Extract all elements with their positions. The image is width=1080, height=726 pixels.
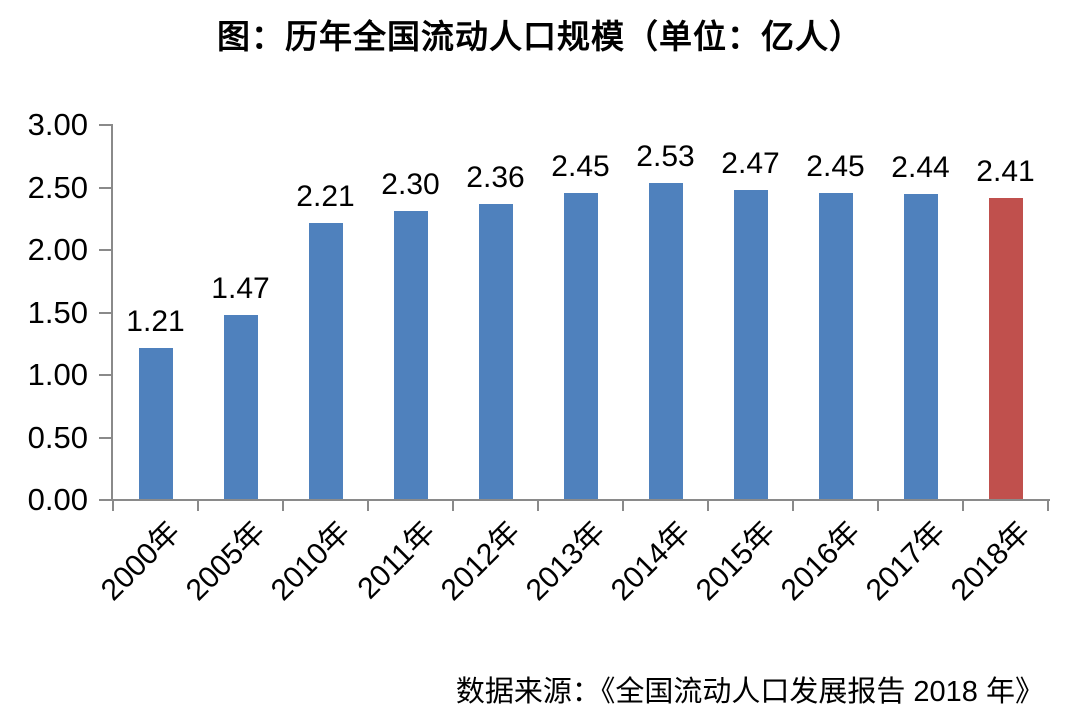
x-axis-line bbox=[99, 499, 1050, 501]
x-tick-mark bbox=[452, 499, 454, 511]
y-axis-tick-label: 2.00 bbox=[27, 232, 88, 267]
bar-2011年 bbox=[393, 211, 428, 499]
x-tick-mark bbox=[282, 499, 284, 511]
bar-value-label: 2.21 bbox=[296, 180, 355, 213]
y-axis-tick-label: 1.50 bbox=[27, 294, 88, 330]
bar-2015年 bbox=[733, 190, 768, 499]
y-tick-mark bbox=[99, 124, 113, 126]
bar-value-label: 2.44 bbox=[891, 151, 950, 184]
x-tick-mark bbox=[707, 499, 709, 511]
bar-2013年 bbox=[563, 193, 598, 499]
bar-value-label: 1.47 bbox=[211, 272, 270, 305]
x-tick-mark bbox=[112, 499, 114, 511]
x-tick-mark bbox=[1047, 499, 1049, 511]
y-axis-tick-label: 3.00 bbox=[27, 107, 88, 142]
y-axis-tick-label: 0.00 bbox=[27, 482, 88, 517]
x-tick-mark bbox=[792, 499, 794, 511]
y-axis-tick-label: 2.50 bbox=[27, 169, 88, 205]
bar-2005年 bbox=[223, 315, 258, 499]
bar-value-label: 2.53 bbox=[636, 140, 695, 173]
bar-value-label: 1.21 bbox=[126, 305, 185, 338]
y-tick-mark bbox=[99, 311, 113, 314]
y-tick-mark bbox=[99, 186, 113, 189]
bar-value-label: 2.41 bbox=[976, 155, 1035, 188]
y-tick-mark bbox=[99, 436, 113, 439]
x-tick-mark bbox=[877, 499, 879, 511]
bar-value-label: 2.45 bbox=[551, 150, 610, 183]
bar-2010年 bbox=[308, 223, 343, 499]
x-tick-mark bbox=[197, 499, 199, 511]
bar-2000年 bbox=[138, 348, 173, 499]
bar-2016年 bbox=[818, 193, 853, 499]
bar-2017年 bbox=[903, 194, 938, 499]
x-tick-mark bbox=[367, 499, 369, 511]
x-tick-mark bbox=[622, 499, 624, 511]
bar-value-label: 2.47 bbox=[721, 147, 780, 180]
y-axis-tick-label: 0.50 bbox=[27, 419, 88, 455]
bar-value-label: 2.30 bbox=[381, 168, 440, 201]
bar-2014年 bbox=[648, 183, 683, 499]
y-tick-mark bbox=[99, 374, 113, 376]
y-axis-tick-label: 1.00 bbox=[27, 357, 88, 392]
x-tick-mark bbox=[537, 499, 539, 511]
bar-2012年 bbox=[478, 204, 513, 499]
y-tick-mark bbox=[99, 499, 113, 501]
y-tick-mark bbox=[99, 249, 113, 251]
bar-value-label: 2.45 bbox=[806, 150, 865, 183]
source-caption: 数据来源：《全国流动人口发展报告 2018 年》 bbox=[455, 676, 1044, 708]
bar-value-label: 2.36 bbox=[466, 161, 525, 194]
bar-2018年 bbox=[988, 198, 1023, 499]
x-tick-mark bbox=[962, 499, 964, 511]
chart-title: 图：历年全国流动人口规模（单位：亿人） bbox=[217, 18, 863, 55]
